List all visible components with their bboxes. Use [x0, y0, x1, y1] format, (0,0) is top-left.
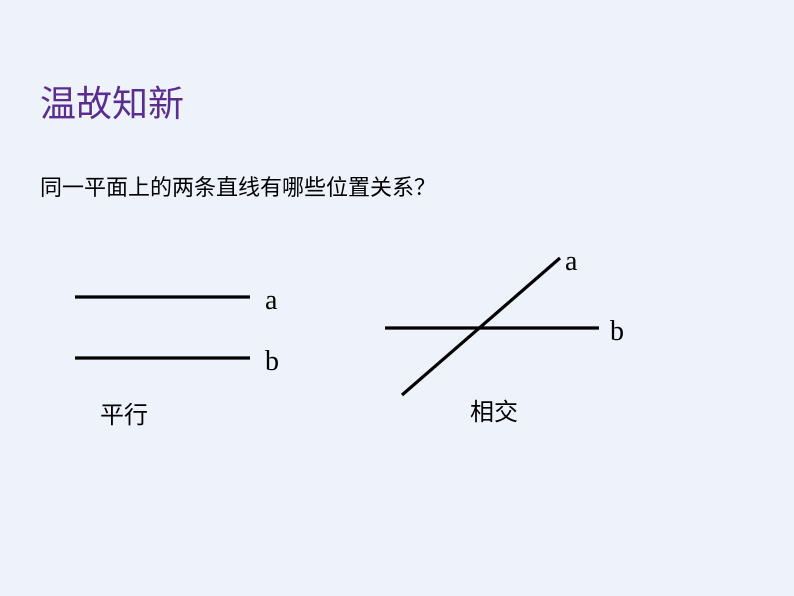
parallel-label-b: b	[265, 346, 279, 378]
slide-canvas: 温故知新 同一平面上的两条直线有哪些位置关系？ a b a b 平行 相交	[0, 0, 794, 596]
intersect-caption: 相交	[470, 392, 518, 427]
diagram-svg	[0, 0, 794, 596]
intersect-label-b: b	[610, 316, 624, 348]
intersect-label-a: a	[565, 246, 577, 278]
parallel-label-a: a	[265, 285, 277, 317]
parallel-caption: 平行	[100, 395, 148, 430]
